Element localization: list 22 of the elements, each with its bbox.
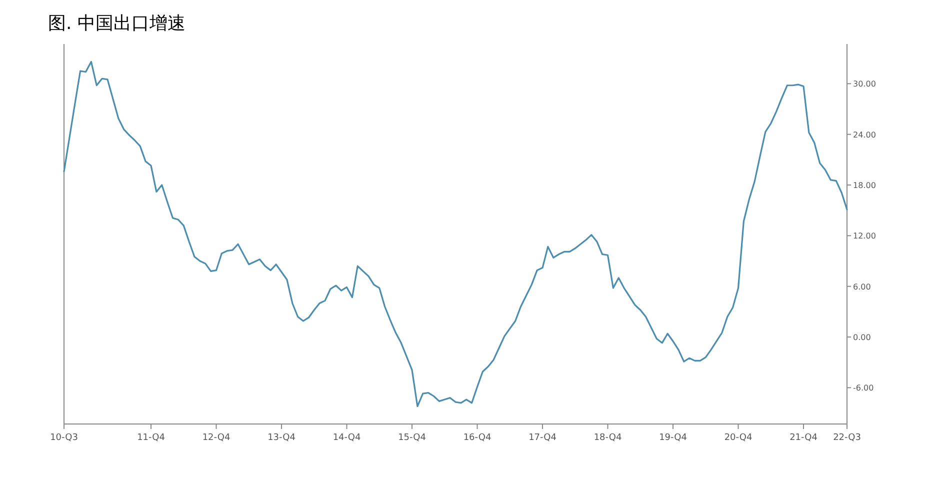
y-tick-label: 12.00 xyxy=(853,232,876,241)
x-tick-label: 18-Q4 xyxy=(594,433,622,443)
x-tick-label: 16-Q4 xyxy=(463,433,492,443)
y-tick-label: -6.00 xyxy=(853,384,874,393)
y-tick-label: 0.00 xyxy=(853,333,871,342)
y-tick-label: 6.00 xyxy=(853,282,871,292)
y-tick-label: 30.00 xyxy=(853,80,876,89)
x-tick-label: 13-Q4 xyxy=(268,433,296,443)
x-tick-label: 19-Q4 xyxy=(659,433,688,443)
x-tick-label: 12-Q4 xyxy=(202,433,230,443)
x-tick-label: 15-Q4 xyxy=(398,433,426,443)
chart-title: 图. 中国出口增速 xyxy=(48,13,186,34)
y-tick-label: 18.00 xyxy=(853,181,876,190)
x-tick-label: 14-Q4 xyxy=(332,433,361,443)
y-tick-label: 24.00 xyxy=(853,130,876,140)
x-tick-label: 22-Q3 xyxy=(833,433,861,443)
x-tick-label: 10-Q3 xyxy=(50,433,78,443)
x-tick-label: 20-Q4 xyxy=(724,433,752,443)
line-series xyxy=(63,60,848,408)
x-tick-label: 17-Q4 xyxy=(528,433,557,443)
x-tick-label: 11-Q4 xyxy=(137,433,166,443)
x-tick-label: 21-Q4 xyxy=(790,433,818,443)
